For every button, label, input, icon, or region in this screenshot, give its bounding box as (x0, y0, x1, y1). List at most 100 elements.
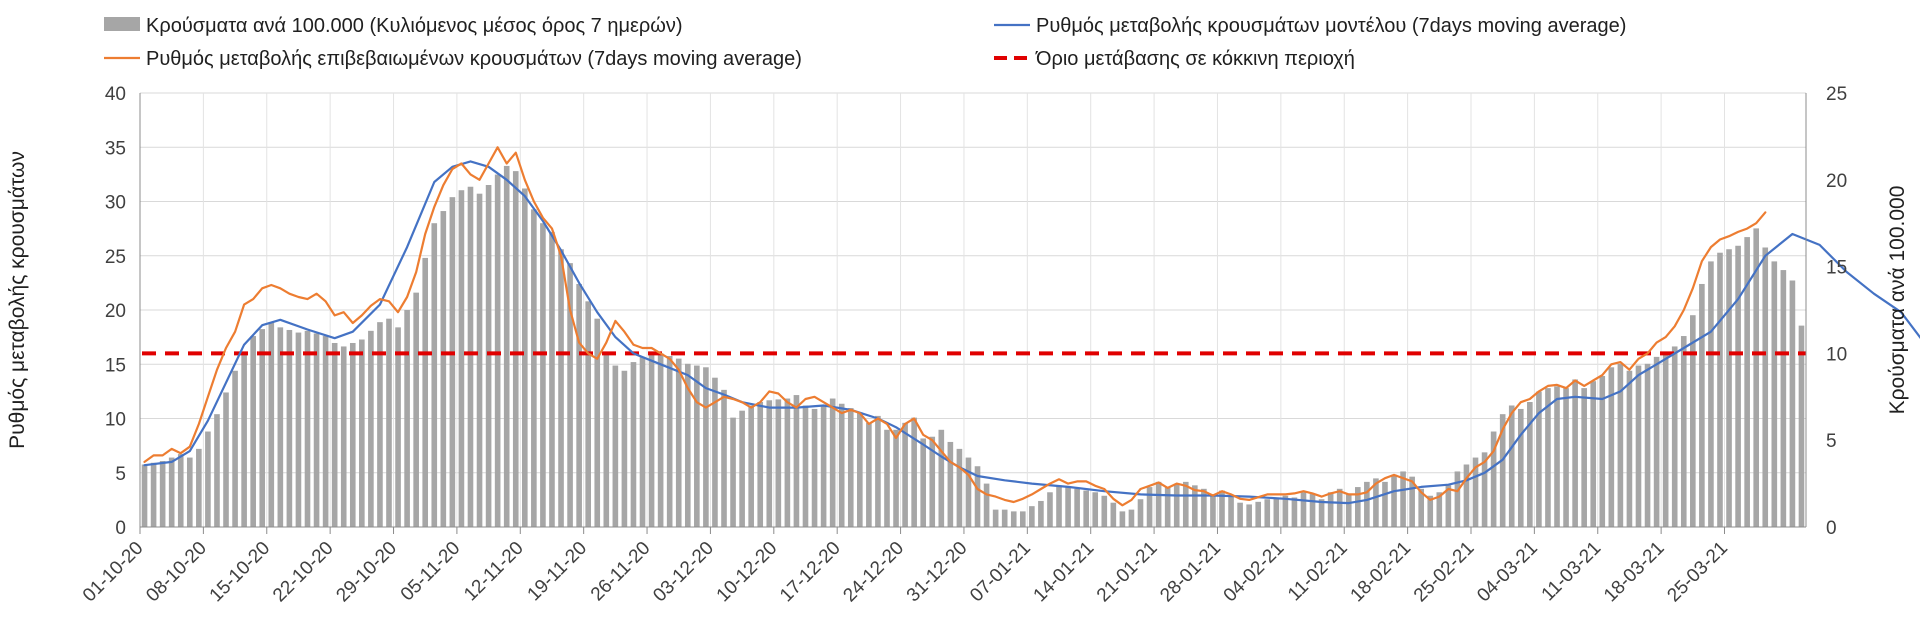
x-tick-label: 05-11-20 (397, 538, 465, 606)
legend-swatch (104, 17, 140, 31)
bar (1173, 483, 1180, 527)
bar (1662, 351, 1669, 527)
bar (1726, 249, 1732, 528)
bar (250, 336, 256, 527)
bar (232, 370, 238, 527)
bar (1291, 497, 1298, 527)
bar (567, 263, 573, 527)
bar (1499, 414, 1506, 527)
bar (1717, 252, 1723, 527)
x-tick-label: 17-12-20 (776, 538, 845, 607)
bar (1626, 370, 1633, 527)
y-left-tick-label: 15 (105, 355, 126, 376)
legend-item-bars: Κρούσματα ανά 100.000 (Κυλιόμενος μέσος … (104, 15, 683, 37)
bar (847, 408, 854, 527)
bar (186, 457, 193, 527)
bar (1680, 336, 1687, 527)
bar (739, 410, 745, 527)
bar (911, 417, 917, 527)
bar (349, 342, 356, 527)
bar (277, 327, 284, 527)
y-left-tick-label: 10 (105, 410, 126, 431)
bar (1155, 481, 1162, 527)
bar (1490, 431, 1497, 527)
bar (974, 466, 981, 527)
bar (1545, 388, 1551, 527)
y-right-tick-label: 20 (1826, 171, 1847, 192)
x-tick-label: 18-03-21 (1600, 538, 1669, 607)
bar (1653, 356, 1660, 527)
bar (1010, 511, 1017, 527)
bar (1192, 485, 1198, 527)
bar (884, 429, 890, 527)
bar (1373, 478, 1379, 527)
bar (1164, 487, 1171, 527)
bar (1273, 497, 1280, 527)
bar (811, 408, 818, 527)
bar (675, 358, 682, 527)
bar (549, 231, 555, 527)
axes: 0 5 10 15 20 25 30 35 40 0 5 10 15 20 25 01-10-2008-10-… (79, 84, 1847, 606)
bar (1508, 405, 1515, 527)
bar (1110, 502, 1117, 527)
bar (531, 209, 537, 527)
bar (1219, 490, 1225, 527)
bar (730, 417, 736, 527)
x-tick-label: 15-10-20 (206, 538, 275, 607)
bar (1092, 492, 1099, 527)
y-right-tick-label: 10 (1826, 344, 1847, 365)
bar (1463, 464, 1470, 527)
bar (467, 186, 474, 527)
y-right-tick-label: 5 (1826, 431, 1837, 452)
bar (377, 322, 383, 527)
bar (820, 405, 827, 527)
bar (1255, 501, 1262, 527)
bar (1454, 471, 1461, 527)
x-tick-label: 29-10-20 (332, 538, 401, 607)
bar (313, 333, 320, 527)
x-tick-label: 25-03-21 (1663, 538, 1732, 607)
bar (1409, 476, 1415, 527)
bar (1128, 509, 1135, 527)
bar (1264, 499, 1271, 527)
bar (1355, 487, 1361, 527)
bar (512, 171, 519, 527)
bar (1699, 283, 1705, 527)
x-tick-label: 04-02-21 (1220, 538, 1289, 607)
bar (1019, 511, 1026, 527)
x-tick-label: 18-02-21 (1347, 538, 1416, 607)
bar (1753, 228, 1760, 527)
x-tick-label: 28-01-21 (1156, 538, 1225, 607)
bar (1056, 485, 1062, 527)
bar (494, 174, 501, 528)
x-tick-label: 01-10-20 (79, 538, 148, 607)
bar (1282, 495, 1289, 527)
bar (703, 367, 709, 527)
bar (1309, 494, 1316, 527)
bar (1029, 506, 1035, 527)
bar (1364, 481, 1370, 527)
bar (359, 339, 365, 527)
x-tick-label: 25-02-21 (1410, 538, 1479, 607)
legend-label: Όριο μετάβασης σε κόκκινη περιοχή (1035, 48, 1355, 70)
x-tick-label: 14-01-21 (1030, 538, 1099, 607)
bar (1228, 495, 1234, 527)
y-axis-left-title: Ρυθμός μεταβολής κρουσμάτων (6, 151, 29, 449)
x-tick-label: 11-02-21 (1284, 538, 1352, 606)
model-rate-line (143, 160, 1920, 505)
x-tick-label: 22-10-20 (269, 538, 338, 607)
bar (612, 365, 619, 527)
bar (177, 454, 184, 527)
bar (485, 185, 492, 527)
bar (902, 422, 908, 527)
y-right-tick-label: 25 (1826, 84, 1847, 105)
bar (1083, 490, 1089, 527)
bar (1563, 388, 1569, 527)
bar (621, 370, 628, 527)
bar (322, 336, 329, 527)
bar (1617, 363, 1624, 527)
x-tick-label: 31-12-20 (903, 538, 972, 607)
bar (1119, 511, 1126, 527)
bar (920, 438, 927, 527)
